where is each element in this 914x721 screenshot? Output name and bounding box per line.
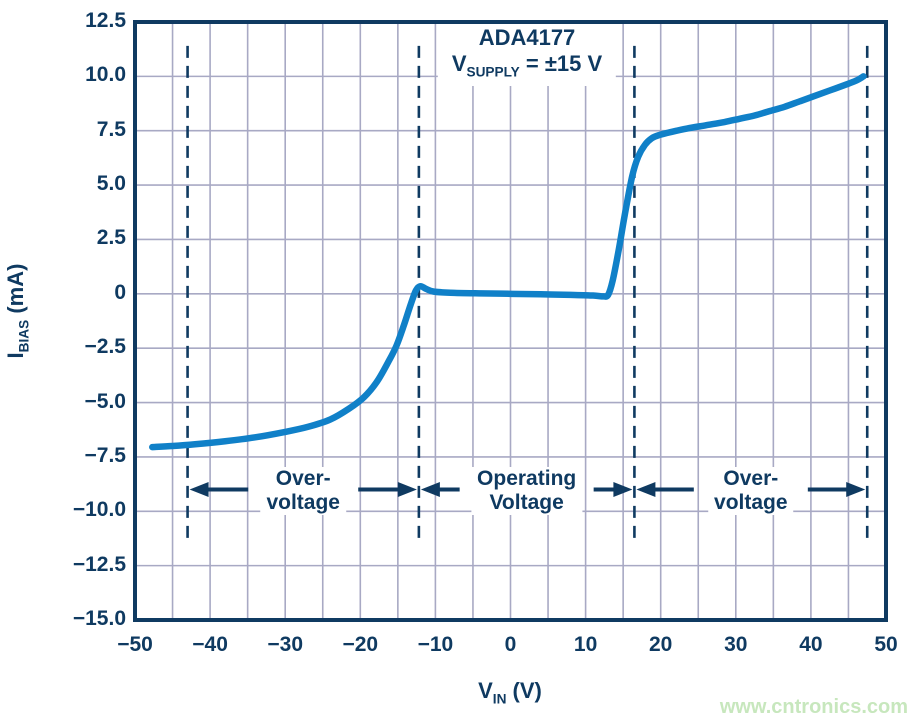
x-tick-label: 30	[724, 633, 748, 656]
chart-title-device: ADA4177	[478, 25, 576, 50]
y-tick-label: −2.5	[84, 335, 126, 359]
x-tick-label: −20	[342, 633, 379, 656]
chart-title-supply-condition: VSUPPLY = ±15 V	[451, 51, 603, 80]
y-tick-label: −10.0	[72, 498, 126, 522]
x-axis-title-unit: (V)	[512, 678, 542, 703]
y-tick-label: −5.0	[84, 389, 126, 413]
y-tick-label: −15.0	[72, 607, 126, 630]
x-tick-label: −10	[417, 633, 454, 656]
plot-border	[133, 20, 888, 622]
region-label-operating-voltage: Operating Voltage	[471, 467, 583, 515]
region-arrowhead-left	[636, 482, 656, 498]
x-tick-label: 50	[874, 633, 898, 656]
y-tick-label: 0	[114, 280, 126, 304]
y-tick-label: 7.5	[96, 117, 126, 141]
y-tick-label: 5.0	[96, 172, 126, 196]
chart-title-block: ADA4177 VSUPPLY = ±15 V	[437, 24, 617, 87]
y-tick-label: −7.5	[84, 443, 126, 467]
x-axis-title-symbol: V	[478, 678, 493, 703]
x-tick-label: 40	[799, 633, 823, 656]
x-tick-label: −50	[117, 633, 153, 656]
region-arrowhead-right	[613, 482, 633, 498]
bias-current-curve	[149, 73, 867, 451]
region-arrowhead-left	[420, 482, 440, 498]
y-tick-label: 12.5	[85, 9, 126, 32]
watermark-text: www.cntronics.com	[719, 696, 908, 718]
y-tick-label: 10.0	[85, 63, 126, 87]
x-axis-title: VIN (V)	[478, 678, 542, 706]
x-tick-label: −40	[192, 633, 228, 656]
x-tick-label: 0	[504, 633, 517, 656]
x-tick-label: −30	[267, 633, 303, 656]
region-arrowhead-left	[189, 482, 209, 498]
y-tick-label: 2.5	[96, 226, 126, 250]
x-tick-label: 20	[649, 633, 673, 656]
region-arrowhead-right	[846, 482, 866, 498]
y-tick-label: −12.5	[72, 552, 126, 576]
region-label-overvoltage-right: Over- voltage	[708, 467, 794, 515]
x-axis-title-subscript: IN	[492, 691, 507, 707]
region-arrowhead-right	[397, 482, 417, 498]
region-label-overvoltage-left: Over- voltage	[260, 467, 346, 515]
x-tick-label: 10	[573, 633, 598, 656]
